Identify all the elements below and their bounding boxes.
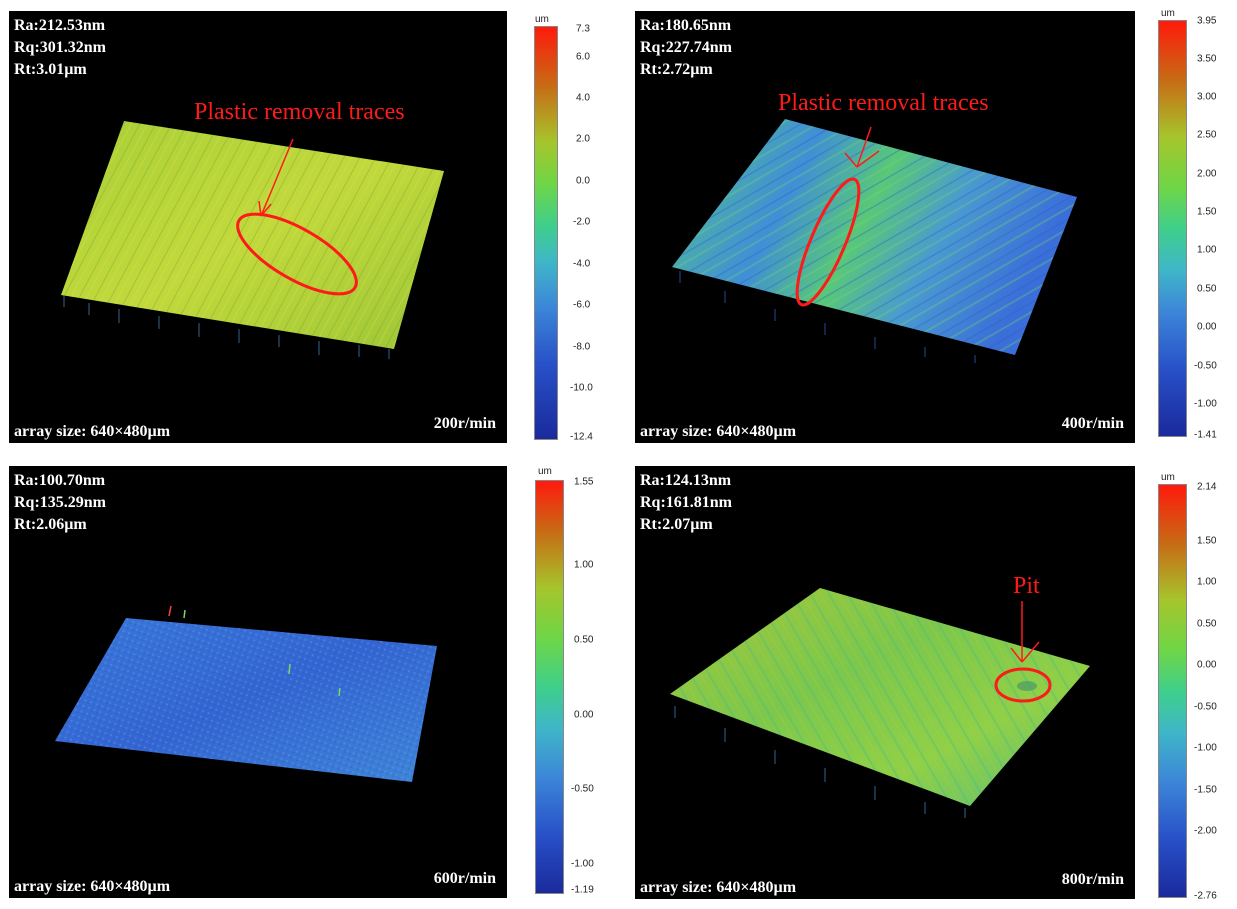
rq-value: Rq:301.32nm [14, 39, 107, 56]
colorbar-tick: -0.50 [1194, 360, 1217, 372]
surface-edge-spikes [679, 271, 976, 363]
colorbar-tick: 1.00 [1197, 576, 1217, 588]
ra-value: Ra:180.65nm [640, 17, 732, 34]
surface-edge-spikes [63, 295, 390, 359]
rotation-speed: 200r/min [433, 415, 496, 432]
colorbar-tick: -6.0 [573, 299, 591, 311]
colorbar-tick: -2.76 [1194, 890, 1217, 902]
roughness-stats: Ra:100.70nm Rq:135.29nm Rt:2.06µm [14, 470, 106, 536]
colorbar-tick: 6.0 [576, 51, 590, 63]
colorbar-tick: 3.95 [1197, 15, 1217, 27]
colorbar-tick: 1.50 [1197, 206, 1217, 218]
colorbar-tick: -10.0 [570, 382, 593, 394]
surface-plot-400rpm: Plastic removal traces [672, 90, 1077, 363]
colorbar-tick: 0.00 [574, 709, 594, 721]
ra-value: Ra:100.70nm [14, 472, 106, 489]
annotation-label: Plastic removal traces [778, 90, 989, 116]
roughness-stats: Ra:124.13nm Rq:161.81nm Rt:2.07µm [640, 470, 732, 536]
colorbar [535, 480, 564, 894]
rt-value: Rt:2.07µm [640, 516, 713, 533]
colorbar [1158, 484, 1187, 898]
ra-value: Ra:124.13nm [640, 472, 732, 489]
colorbar-tick: -8.0 [573, 341, 591, 353]
annotation-label: Plastic removal traces [194, 99, 405, 125]
colorbar-tick: 2.50 [1197, 129, 1217, 141]
colorbar-tick: 2.00 [1197, 168, 1217, 180]
array-size: array size: 640×480µm [14, 878, 171, 895]
colorbar-unit: um [1161, 8, 1175, 19]
colorbar-unit: um [1161, 472, 1175, 483]
colorbar-tick: 0.50 [574, 634, 594, 646]
colorbar-tick: -1.00 [1194, 742, 1217, 754]
colorbar-tick: -1.00 [571, 858, 594, 870]
surface-view-600rpm: Ra:100.70nm Rq:135.29nm Rt:2.06µm array … [9, 466, 507, 898]
surface-view-400rpm: Plastic removal traces Ra:180.65nm Rq:22… [635, 11, 1135, 443]
rt-value: Rt:2.72µm [640, 61, 713, 78]
colorbar-tick: 0.00 [1197, 659, 1217, 671]
surface-plot-200rpm: Plastic removal traces [61, 99, 444, 359]
colorbar-tick: 0.50 [1197, 283, 1217, 295]
roughness-stats: Ra:180.65nm Rq:227.74nm Rt:2.72µm [640, 15, 732, 81]
colorbar-tick: 0.00 [1197, 321, 1217, 333]
surface-view-200rpm: Plastic removal traces Ra:212.53nm Rq:30… [9, 11, 507, 443]
colorbar-tick: 3.00 [1197, 91, 1217, 103]
ra-value: Ra:212.53nm [14, 17, 106, 34]
array-size: array size: 640×480µm [14, 423, 171, 440]
annotation-marker [795, 126, 880, 307]
rotation-speed: 600r/min [433, 870, 496, 887]
colorbar-tick: 3.50 [1197, 53, 1217, 65]
colorbar-tick: 7.3 [576, 23, 590, 35]
surface-plot-600rpm [55, 605, 437, 782]
rq-value: Rq:227.74nm [640, 39, 733, 56]
array-size: array size: 640×480µm [640, 423, 797, 440]
colorbar-tick: 2.0 [576, 133, 590, 145]
rt-value: Rt:2.06µm [14, 516, 87, 533]
surface-edge-spikes [674, 706, 966, 818]
colorbar-tick: 1.00 [574, 559, 594, 571]
surface-peaks [168, 605, 341, 697]
colorbar-tick: -0.50 [1194, 701, 1217, 713]
colorbar-tick: -0.50 [571, 783, 594, 795]
colorbar-tick: -12.4 [570, 431, 593, 443]
colorbar-tick: -1.50 [1194, 784, 1217, 796]
colorbar-tick: 1.55 [574, 476, 594, 488]
colorbar-tick: -1.19 [571, 884, 594, 896]
colorbar-unit: um [535, 14, 549, 25]
colorbar-tick: 1.50 [1197, 535, 1217, 547]
surface-plot-800rpm: Pit [670, 573, 1090, 818]
colorbar-tick: -2.00 [1194, 825, 1217, 837]
colorbar-tick: -4.0 [573, 258, 591, 270]
colorbar-tick: 0.50 [1197, 618, 1217, 630]
colorbar-unit: um [538, 466, 552, 477]
colorbar [1158, 20, 1187, 437]
rt-value: Rt:3.01µm [14, 61, 87, 78]
annotation-marker [236, 138, 358, 296]
colorbar-tick: 1.00 [1197, 244, 1217, 256]
annotation-marker [994, 601, 1052, 703]
colorbar-tick: 0.0 [576, 175, 590, 187]
colorbar-tick: 4.0 [576, 92, 590, 104]
colorbar [534, 26, 558, 440]
rq-value: Rq:135.29nm [14, 494, 107, 511]
surface-view-800rpm: Pit Ra:124.13nm Rq:161.81nm Rt:2.07µm ar… [635, 466, 1135, 899]
rq-value: Rq:161.81nm [640, 494, 733, 511]
colorbar-tick: -2.0 [573, 216, 591, 228]
annotation-label: Pit [1013, 573, 1040, 599]
roughness-stats: Ra:212.53nm Rq:301.32nm Rt:3.01µm [14, 15, 106, 81]
rotation-speed: 400r/min [1061, 415, 1124, 432]
rotation-speed: 800r/min [1061, 871, 1124, 888]
colorbar-tick: -1.00 [1194, 398, 1217, 410]
array-size: array size: 640×480µm [640, 879, 797, 896]
colorbar-tick: 2.14 [1197, 481, 1217, 493]
colorbar-tick: -1.41 [1194, 429, 1217, 441]
